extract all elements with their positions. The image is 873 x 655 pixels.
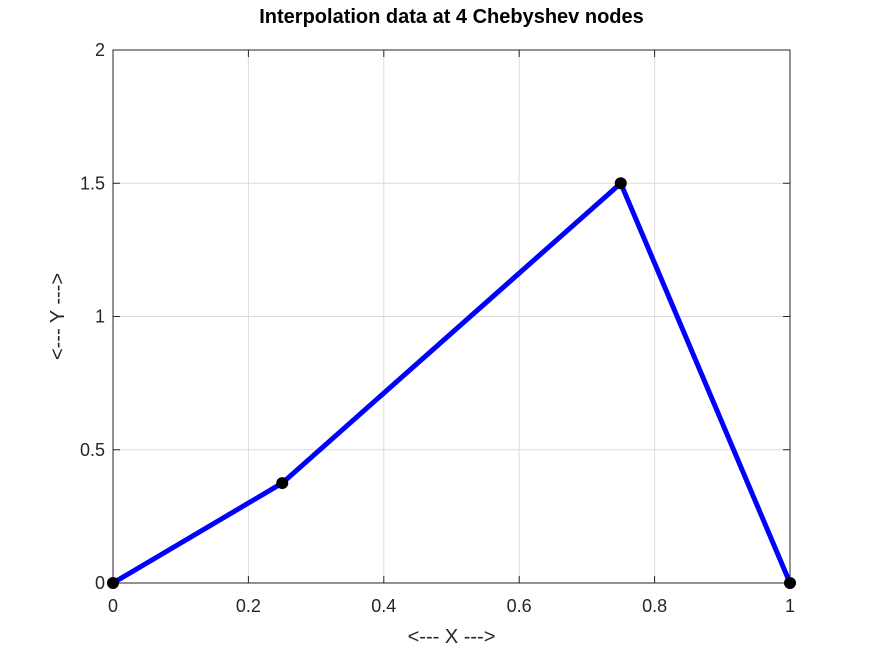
x-tick-label: 0.2 [236, 596, 261, 616]
series-line [110, 179, 793, 586]
x-tick-label: 1 [785, 596, 795, 616]
y-tick-label: 0.5 [80, 440, 105, 460]
series-layer [107, 177, 796, 589]
x-axis-label: <--- X ---> [408, 626, 496, 648]
x-tick-label: 0.6 [507, 596, 532, 616]
x-tick-label: 0.8 [642, 596, 667, 616]
data-point [107, 577, 119, 589]
data-point [276, 477, 289, 490]
y-axis-label: <--- Y ---> [47, 273, 69, 360]
data-point [784, 577, 796, 589]
y-tick-label: 0 [95, 573, 105, 593]
y-tick-label: 1 [95, 307, 105, 327]
x-tick-label: 0 [108, 596, 118, 616]
chart-title: Interpolation data at 4 Chebyshev nodes [259, 6, 644, 28]
x-tick-label: 0.4 [371, 596, 396, 616]
y-tick-label: 1.5 [80, 173, 105, 193]
y-tick-label: 2 [95, 40, 105, 60]
data-point [614, 177, 627, 190]
